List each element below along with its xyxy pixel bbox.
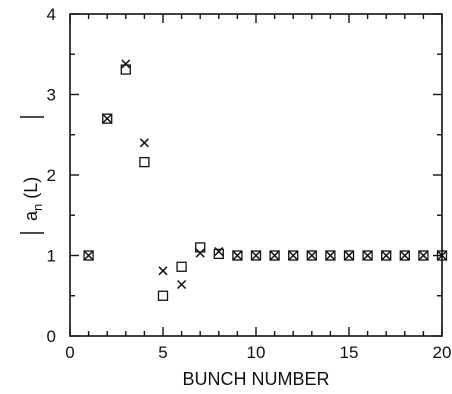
- cross-marker: [139, 138, 149, 148]
- cross-marker: [158, 266, 168, 276]
- square-marker: [176, 261, 187, 272]
- square-marker: [381, 250, 392, 261]
- plot-frame: [69, 13, 443, 337]
- x-tick-label: 20: [433, 343, 452, 362]
- square-marker: [213, 248, 224, 260]
- cross-marker: [214, 246, 224, 257]
- y-axis-title-main: a: [21, 210, 41, 221]
- cross-marker: [307, 250, 317, 261]
- axis-ticks: [69, 13, 443, 337]
- x-tick-label: 10: [247, 343, 266, 362]
- square-marker: [250, 250, 262, 261]
- square-marker: [306, 250, 317, 261]
- square-marker: [288, 250, 299, 261]
- cross-marker: [363, 250, 373, 261]
- svg-text:an (L): an (L): [21, 177, 45, 221]
- square-marker: [269, 250, 280, 261]
- cross-marker: [325, 250, 335, 261]
- cross-marker: [288, 250, 298, 261]
- cross-marker: [84, 250, 94, 261]
- cross-marker: [177, 279, 187, 290]
- y-tick-label: 2: [47, 166, 56, 185]
- cross-marker: [270, 250, 280, 261]
- x-tick-label: 15: [340, 343, 359, 362]
- data-markers: [83, 59, 448, 301]
- x-tick-label: 5: [158, 343, 167, 362]
- cross-marker: [437, 250, 447, 261]
- cross-marker: [418, 250, 428, 261]
- y-axis-title: an (L): [20, 116, 45, 234]
- square-marker: [436, 250, 448, 261]
- cross-marker: [232, 250, 242, 261]
- square-marker: [362, 250, 373, 261]
- square-marker: [83, 250, 94, 261]
- cross-marker: [381, 250, 391, 261]
- square-marker: [139, 156, 150, 168]
- square-marker: [325, 250, 336, 261]
- square-marker: [232, 250, 243, 261]
- cross-marker: [344, 250, 354, 261]
- y-tick-label: 3: [47, 86, 56, 105]
- square-marker: [418, 250, 429, 261]
- square-marker: [120, 64, 131, 75]
- y-tick-label: 4: [47, 5, 56, 24]
- cross-marker: [102, 114, 112, 124]
- tick-labels: 0 5 10 15 20 0 1 2 3 4: [47, 5, 452, 362]
- y-axis-title-arg: (L): [21, 177, 41, 199]
- cross-marker: [251, 250, 261, 261]
- y-tick-label: 1: [47, 247, 56, 266]
- y-axis-title-sub: n: [30, 204, 45, 211]
- cross-marker: [121, 59, 131, 69]
- x-tick-label: 0: [65, 343, 74, 362]
- square-marker: [102, 113, 113, 124]
- square-marker: [343, 250, 355, 261]
- y-tick-label: 0: [47, 327, 56, 346]
- x-axis-title: BUNCH NUMBER: [182, 369, 329, 389]
- cross-marker: [400, 250, 410, 261]
- square-marker: [399, 250, 410, 261]
- square-marker: [195, 242, 206, 253]
- square-marker: [157, 290, 169, 301]
- cross-marker: [195, 248, 205, 258]
